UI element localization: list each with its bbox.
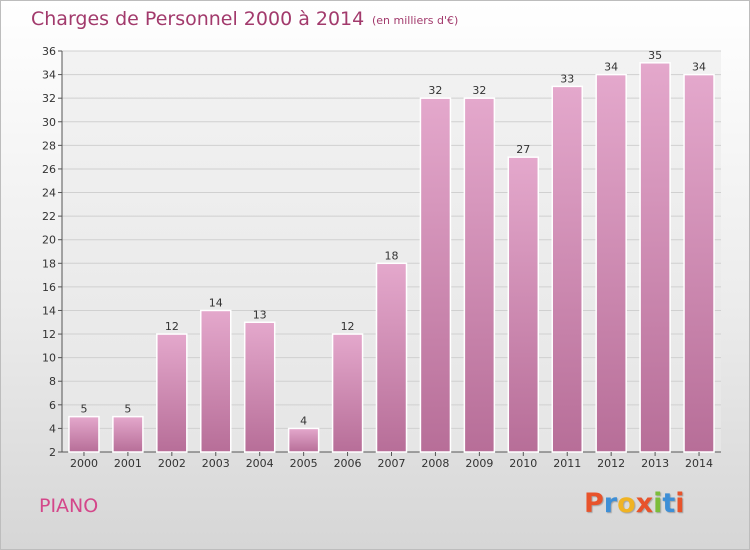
bar-2007 xyxy=(375,262,408,453)
x-tick-label-2011: 2011 xyxy=(553,457,581,470)
x-tick-label-2006: 2006 xyxy=(334,457,362,470)
x-tick-label-2010: 2010 xyxy=(509,457,537,470)
y-tick-label: 28 xyxy=(42,139,56,152)
x-tick-label-2009: 2009 xyxy=(465,457,493,470)
x-tick-label-2000: 2000 xyxy=(70,457,98,470)
x-tick-label-2003: 2003 xyxy=(202,457,230,470)
chart-title: Charges de Personnel 2000 à 2014 xyxy=(31,8,365,30)
bar-2011 xyxy=(551,85,583,453)
proxiti-logo: Proxiti xyxy=(584,488,685,519)
bar-2005 xyxy=(287,427,320,453)
x-tick-label-2007: 2007 xyxy=(378,457,406,470)
x-tick-label-2012: 2012 xyxy=(597,457,625,470)
x-tick-label-2005: 2005 xyxy=(290,457,318,470)
y-tick-label: 22 xyxy=(42,210,56,223)
y-tick-label: 32 xyxy=(42,92,56,105)
y-tick-label: 12 xyxy=(42,328,56,341)
logo-letter: r xyxy=(603,488,618,519)
value-label-2002: 12 xyxy=(165,320,179,333)
y-tick-label: 26 xyxy=(42,163,56,176)
x-tick-label-2001: 2001 xyxy=(114,457,142,470)
bar-2001 xyxy=(112,415,144,453)
y-tick-label: 4 xyxy=(49,422,56,435)
logo-letter: x xyxy=(635,488,654,519)
y-tick-label: 10 xyxy=(42,352,56,365)
x-tick-label-2002: 2002 xyxy=(158,457,186,470)
value-label-2004: 13 xyxy=(253,308,267,321)
bar-2006 xyxy=(331,333,364,453)
x-tick-label-2008: 2008 xyxy=(421,457,449,470)
y-tick-label: 36 xyxy=(42,45,56,58)
x-tick-label-2014: 2014 xyxy=(685,457,713,470)
x-tick-label-2013: 2013 xyxy=(641,457,669,470)
logo-letter: o xyxy=(617,488,636,519)
bar-2004 xyxy=(243,321,276,453)
logo-letter: t xyxy=(662,488,676,519)
y-tick-label: 20 xyxy=(42,234,56,247)
y-tick-label: 24 xyxy=(42,187,56,200)
bar-2009 xyxy=(463,97,496,453)
bar-2013 xyxy=(639,62,671,453)
bar-2000 xyxy=(68,415,100,453)
value-label-2005: 4 xyxy=(300,414,307,427)
bar-2002 xyxy=(156,333,188,453)
y-tick-label: 6 xyxy=(49,399,56,412)
y-tick-label: 8 xyxy=(49,375,56,388)
y-tick-label: 18 xyxy=(42,257,56,270)
value-label-2007: 18 xyxy=(385,249,399,262)
bar-2012 xyxy=(595,73,627,453)
value-label-2006: 12 xyxy=(341,320,355,333)
logo-letter: P xyxy=(584,488,604,519)
x-tick-label-2004: 2004 xyxy=(246,457,274,470)
y-tick-label: 14 xyxy=(42,304,56,317)
value-label-2008: 32 xyxy=(428,84,442,97)
value-label-2003: 14 xyxy=(209,296,223,309)
bar-2010 xyxy=(507,156,540,453)
value-label-2014: 34 xyxy=(692,61,706,74)
logo-letter: i xyxy=(675,488,685,519)
value-label-2010: 27 xyxy=(516,143,530,156)
y-tick-label: 2 xyxy=(49,446,56,459)
logo-letter: i xyxy=(653,488,663,519)
value-label-2013: 35 xyxy=(648,49,662,62)
commune-name: PIANO xyxy=(39,495,99,517)
y-tick-label: 34 xyxy=(42,69,56,82)
value-label-2009: 32 xyxy=(472,84,486,97)
value-label-2011: 33 xyxy=(560,72,574,85)
y-tick-label: 16 xyxy=(42,281,56,294)
chart-subtitle: (en milliers d'€) xyxy=(372,14,459,27)
value-label-2000: 5 xyxy=(80,403,87,416)
bar-2003 xyxy=(200,309,232,453)
y-tick-label: 30 xyxy=(42,116,56,129)
value-label-2001: 5 xyxy=(124,403,131,416)
value-label-2012: 34 xyxy=(604,61,618,74)
bar-2014 xyxy=(683,73,715,453)
bar-2008 xyxy=(419,97,452,453)
